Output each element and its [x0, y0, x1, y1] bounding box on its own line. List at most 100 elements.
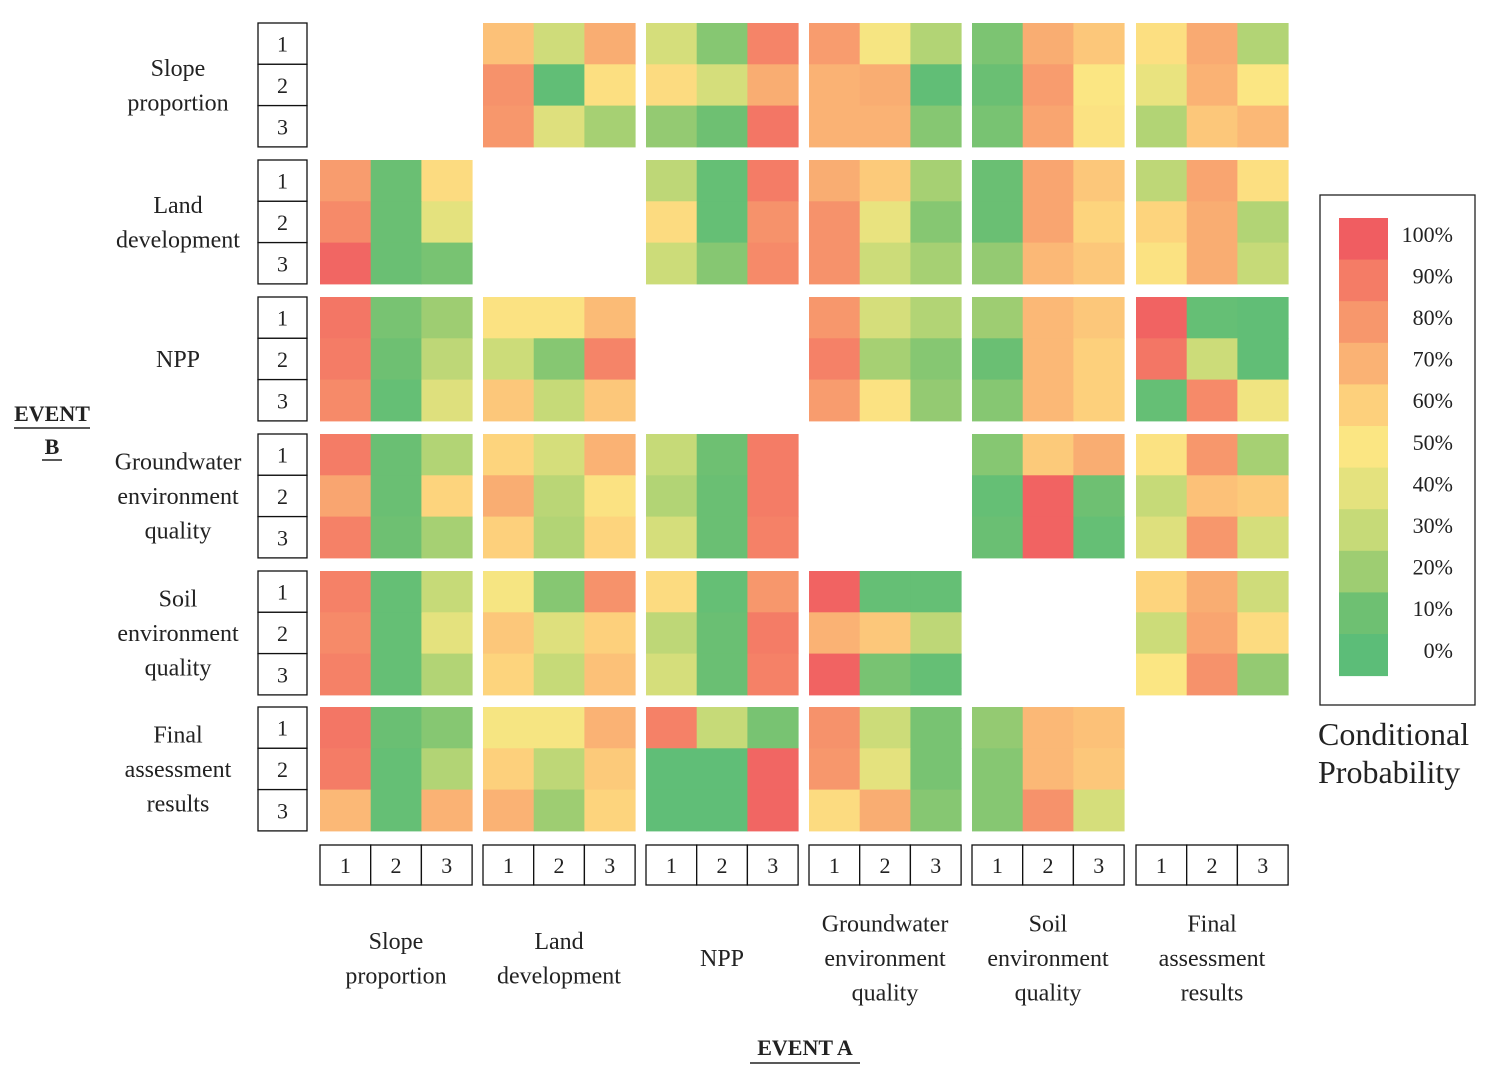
heat-cell-b2-2-a6-1: 58% — [1136, 201, 1188, 244]
heat-cell-b2-3-a6-1: 52% — [1136, 242, 1188, 285]
b-level-label-3-3: 3 — [277, 388, 288, 413]
b-level-box-2-3 — [257, 241, 308, 285]
heat-cell-b1-1-a4-1: 78% — [809, 23, 861, 65]
heat-cell-b5-2-a6-2: 75% — [1186, 612, 1238, 655]
heat-cell-b2-1-a6-2: 75% — [1186, 160, 1238, 202]
row-label-soil-environment-quality-line-1: Soil — [159, 587, 198, 613]
heat-cell-b6-3-a2-1: 70% — [483, 789, 535, 832]
legend-tick-8: 30% — [1413, 513, 1453, 538]
heat-cell-b4-3-a5-1: 8% — [972, 516, 1024, 559]
heat-cell-b2-1-a5-2: 75% — [1022, 160, 1074, 202]
col-label-final-assessment-results-line-2: assessment — [1159, 946, 1266, 972]
heat-cell-b5-2-a4-1: 70% — [809, 612, 861, 655]
a-level-box-5-2 — [1022, 844, 1075, 886]
heat-cell-b1-3-a5-2: 75% — [1022, 105, 1074, 148]
heat-cell-b1-3-a2-3: 22% — [584, 105, 636, 148]
col-label-groundwater-environment-quality-line-2: environment — [824, 946, 946, 972]
a-level-box-2-1 — [482, 844, 535, 886]
legend-swatch-70 — [1339, 342, 1388, 385]
heat-cell-b4-1-a1-3: 25% — [421, 434, 473, 476]
legend-tick-5: 60% — [1413, 388, 1453, 413]
col-label-slope-proportion-line-2: proportion — [345, 963, 446, 989]
heat-cell-b4-3-a2-2: 25% — [533, 516, 585, 559]
heat-cell-b6-2-a3-2: 2% — [696, 748, 748, 791]
heat-cell-b5-3-a4-2: 12% — [859, 653, 911, 696]
heat-cell-b2-3-a5-1: 18% — [972, 242, 1024, 285]
heat-cell-b3-1-a2-2: 52% — [533, 297, 585, 339]
b-level-label-6-1: 1 — [277, 716, 288, 741]
heat-cell-b4-3-a3-1: 35% — [646, 516, 698, 559]
heat-cell-b3-3-a2-1: 63% — [483, 379, 535, 422]
heat-cell-b1-2-a3-3: 72% — [747, 64, 799, 107]
heat-cell-b5-2-a6-1: 32% — [1136, 612, 1188, 655]
heat-cell-b5-1-a3-1: 55% — [646, 571, 698, 613]
heat-cell-b6-2-a4-2: 40% — [859, 748, 911, 791]
a-level-box-6-2 — [1186, 844, 1239, 886]
heat-cell-b3-1-a6-2: 5% — [1186, 297, 1238, 339]
a-level-label-4-2: 2 — [880, 853, 891, 878]
heat-cell-b6-3-a4-2: 72% — [859, 789, 911, 832]
heat-cell-b3-2-a6-3: 3% — [1237, 338, 1289, 381]
heat-cell-b2-3-a3-2: 15% — [696, 242, 748, 285]
heat-cell-b6-2-a3-1: 2% — [646, 748, 698, 791]
heat-cell-b5-1-a2-2: 15% — [533, 571, 585, 613]
heat-cell-b4-2-a6-1: 30% — [1136, 475, 1188, 518]
heatmap-cells: 65%33%72%82%3%53%80%38%22%35%15%87%55%35… — [320, 23, 1289, 832]
heat-cell-b2-1-a3-3: 90% — [747, 160, 799, 202]
heat-cell-b4-1-a6-3: 22% — [1237, 434, 1289, 476]
heat-cell-b1-1-a2-1: 65% — [483, 23, 535, 65]
heat-cell-b1-1-a5-1: 13% — [972, 23, 1024, 65]
legend-swatch-40 — [1339, 467, 1388, 510]
heat-cell-b1-3-a3-2: 10% — [696, 105, 748, 148]
heat-cell-b6-3-a5-3: 35% — [1073, 789, 1125, 832]
heat-cell-b6-1-a4-2: 32% — [859, 707, 911, 749]
heat-cell-b2-3-a3-1: 32% — [646, 242, 698, 285]
a-level-box-5-3 — [1072, 844, 1125, 886]
heat-cell-b5-3-a3-3: 88% — [747, 653, 799, 696]
a-level-label-4-1: 1 — [829, 853, 840, 878]
heat-cell-b1-2-a5-1: 8% — [972, 64, 1024, 107]
legend-tick-11: 0% — [1424, 638, 1453, 663]
heat-cell-b3-1-a1-1: 92% — [320, 297, 372, 339]
heat-cell-b4-2-a3-2: 8% — [696, 475, 748, 518]
heat-cell-b5-3-a1-1: 88% — [320, 653, 372, 696]
heat-cell-b5-2-a1-1: 85% — [320, 612, 372, 655]
legend-tick-4: 70% — [1413, 347, 1453, 372]
a-level-box-4-2 — [859, 844, 912, 886]
heat-cell-b4-2-a6-3: 62% — [1237, 475, 1289, 518]
a-level-label-3-1: 1 — [666, 853, 677, 878]
heat-cell-b6-3-a1-1: 68% — [320, 789, 372, 832]
row-label-final-assessment-results-line-1: Final — [153, 723, 203, 749]
level-index-boxes: 1 2 3 1 2 3 1 2 3 1 2 3 1 2 3 1 2 3 1 2 3 1 2 3 1 2 3 1 2 3 1 2 3 1 2 3 — [257, 22, 1289, 886]
heat-cell-b3-2-a4-3: 15% — [910, 338, 962, 381]
legend-swatch-20 — [1339, 550, 1388, 593]
heat-cell-b5-3-a1-2: 5% — [370, 653, 422, 696]
b-level-label-2-1: 1 — [277, 169, 288, 194]
heat-cell-b2-1-a1-3: 55% — [421, 160, 473, 202]
heat-cell-b6-3-a1-3: 70% — [421, 789, 473, 832]
b-level-box-5-3 — [257, 652, 308, 696]
b-level-label-1-1: 1 — [277, 32, 288, 57]
heat-cell-b1-2-a3-2: 35% — [696, 64, 748, 107]
heat-cell-b2-3-a6-3: 30% — [1237, 242, 1289, 285]
a-level-box-4-3 — [909, 844, 962, 886]
b-level-box-4-2 — [257, 474, 308, 518]
heat-cell-b1-2-a4-3: 3% — [910, 64, 962, 107]
heat-cell-b4-3-a1-2: 10% — [370, 516, 422, 559]
b-level-label-3-1: 1 — [277, 306, 288, 331]
heat-cell-b5-1-a3-2: 5% — [696, 571, 748, 613]
col-label-land-development-line-2: development — [497, 963, 621, 989]
heat-cell-b4-1-a2-1: 58% — [483, 434, 535, 476]
heat-cell-b5-1-a2-1: 48% — [483, 571, 535, 613]
heat-cell-b2-3-a4-3: 22% — [910, 242, 962, 285]
heat-cell-b4-3-a6-2: 80% — [1186, 516, 1238, 559]
heat-cell-b4-3-a6-1: 38% — [1136, 516, 1188, 559]
b-level-box-4-3 — [257, 515, 308, 559]
heat-cell-b3-1-a5-1: 20% — [972, 297, 1024, 339]
legend-tick-2: 90% — [1413, 263, 1453, 288]
heat-cell-b5-3-a1-3: 25% — [421, 653, 473, 696]
legend-tick-3: 80% — [1413, 305, 1453, 330]
legend-tick-9: 20% — [1413, 555, 1453, 580]
heat-cell-b1-2-a4-2: 72% — [859, 64, 911, 107]
heat-cell-b5-3-a3-2: 8% — [696, 653, 748, 696]
